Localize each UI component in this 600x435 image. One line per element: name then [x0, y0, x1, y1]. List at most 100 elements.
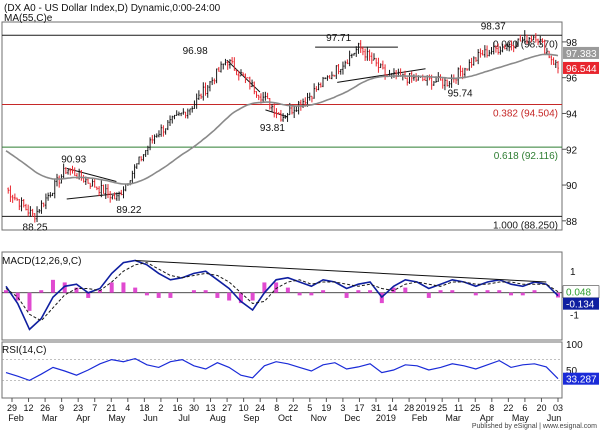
month-label: Sep: [243, 413, 259, 423]
time-tick-label: 8: [489, 403, 494, 413]
time-tick-label: 25: [470, 403, 480, 413]
time-tick-label: 16: [172, 403, 182, 413]
price-axis: 88 90 92 94 96 98 96.544 97.383: [562, 38, 599, 228]
price-tick-label: 96: [566, 74, 578, 85]
ma-55-line[interactable]: [5, 53, 559, 185]
macd-title: MACD(12,26,9,C): [2, 256, 81, 267]
macd-histogram-bar: [27, 292, 32, 311]
macd-histogram-bar: [274, 282, 279, 293]
macd-histogram-bar: [15, 292, 20, 301]
macd-histogram-bar: [368, 290, 373, 293]
price-tick-label: 94: [566, 109, 578, 120]
swing-price-label: 97.71: [326, 33, 351, 44]
time-tick-label: 5: [307, 403, 312, 413]
time-tick-label: 17: [354, 403, 364, 413]
time-tick-label: 26: [40, 403, 50, 413]
macd-histogram-bar: [403, 287, 408, 293]
time-tick-label: 23: [73, 403, 83, 413]
macd-histogram-bar: [39, 290, 44, 293]
macd-histogram-bar: [168, 292, 173, 298]
macd-histogram-bar: [509, 292, 514, 296]
month-label: Feb: [8, 413, 24, 423]
macd-histogram-bar: [309, 292, 314, 296]
macd-histogram-bar: [238, 292, 243, 304]
time-tick-label: 29: [7, 403, 17, 413]
macd-histogram-bar: [227, 292, 232, 301]
price-tick-label: 92: [566, 145, 578, 156]
time-tick-label: 21: [106, 403, 116, 413]
month-label: Aug: [210, 413, 226, 423]
chart-title: (DX A0 - US Dollar Index,D) Dynamic,0:00…: [4, 3, 221, 14]
time-tick-label: 14: [388, 403, 398, 413]
time-tick-label: 22: [503, 403, 513, 413]
time-tick-label: 10: [239, 403, 249, 413]
month-label: Jun: [547, 413, 562, 423]
time-tick-label: 24: [255, 403, 265, 413]
rsi-value-badge: [563, 372, 599, 385]
macd-signal-line[interactable]: [5, 262, 559, 322]
macd-histogram-bar: [426, 292, 431, 298]
month-label: May: [512, 413, 530, 423]
macd-histogram-bar: [438, 290, 443, 293]
time-tick-label: 22: [288, 403, 298, 413]
month-label: Jul: [178, 413, 190, 423]
time-tick-label: 3: [340, 403, 345, 413]
macd-histogram-bar: [109, 282, 114, 293]
macd-value-badge: [563, 297, 599, 310]
month-label: Apr: [480, 413, 494, 423]
fib-level-label: 0.000 (98.370): [493, 39, 558, 50]
macd-histogram-bar: [520, 292, 525, 296]
macd-trendline[interactable]: [135, 259, 547, 283]
time-tick-label: 2: [158, 403, 163, 413]
time-tick-label: 27: [222, 403, 232, 413]
macd-histogram-bar: [156, 292, 161, 298]
time-tick-label: 25: [437, 403, 447, 413]
trendline[interactable]: [66, 192, 122, 200]
macd-histogram-bar: [97, 290, 102, 293]
macd-line[interactable]: [5, 259, 559, 331]
time-tick-label: 4: [125, 403, 130, 413]
month-label: Oct: [278, 413, 293, 423]
time-tick-label: 13: [206, 403, 216, 413]
macd-histogram-bar: [321, 290, 326, 293]
macd-histogram-bar: [250, 292, 255, 301]
publisher-footer: Published by eSignal | www.esignal.com: [472, 423, 597, 430]
month-label: 2019: [376, 413, 396, 423]
ma-indicator-label: MA(55,C)e: [4, 13, 53, 24]
rsi-tick-label: 100: [566, 340, 583, 351]
last-price-badge: [563, 61, 599, 74]
swing-annotations: 90.93 89.22 88.25 96.98 93.81 97.71 95.74 98.37: [23, 21, 507, 233]
macd-histogram-bar: [497, 290, 502, 293]
fibonacci-levels: 0.000 (98.370) 0.382 (94.504) 0.618 (92.11…: [2, 34, 562, 231]
time-tick-label: 28: [404, 403, 414, 413]
month-label: Nov: [311, 413, 328, 423]
macd-histogram-bar: [121, 282, 126, 293]
time-tick-label: 20: [536, 403, 546, 413]
fib-level-label: 0.618 (92.116): [494, 151, 558, 162]
last-price-value: 96.544: [566, 64, 597, 75]
swing-price-label: 98.37: [481, 21, 506, 32]
macd-tick-label: -1: [570, 310, 579, 321]
time-tick-label: 19: [321, 403, 331, 413]
rsi-line[interactable]: [5, 357, 559, 382]
macd-histogram-bar: [473, 292, 478, 296]
macd-histogram-bar: [344, 292, 349, 298]
trendline[interactable]: [337, 68, 426, 83]
macd-histogram-bar: [485, 290, 490, 293]
macd-histogram-bar: [262, 282, 267, 293]
macd-value: -0.134: [566, 300, 595, 311]
time-tick-label: 6: [522, 403, 527, 413]
macd-histogram-bar: [297, 292, 302, 296]
rsi-pane-frame: [1, 341, 563, 399]
macd-histogram-bar: [450, 290, 455, 293]
month-label: Feb: [412, 413, 428, 423]
swing-price-label: 88.25: [23, 222, 48, 233]
fib-level-label: 1.000 (88.250): [493, 220, 558, 231]
time-axis: 29 12 26 9 23 7 21 4 18 2 16 30 13 27 10 24 8 22 5 19 3 17 31 1…: [7, 398, 563, 423]
time-tick-label: 12: [24, 403, 34, 413]
macd-histogram-bar: [86, 292, 91, 298]
rsi-title: RSI(14,C): [2, 345, 46, 356]
